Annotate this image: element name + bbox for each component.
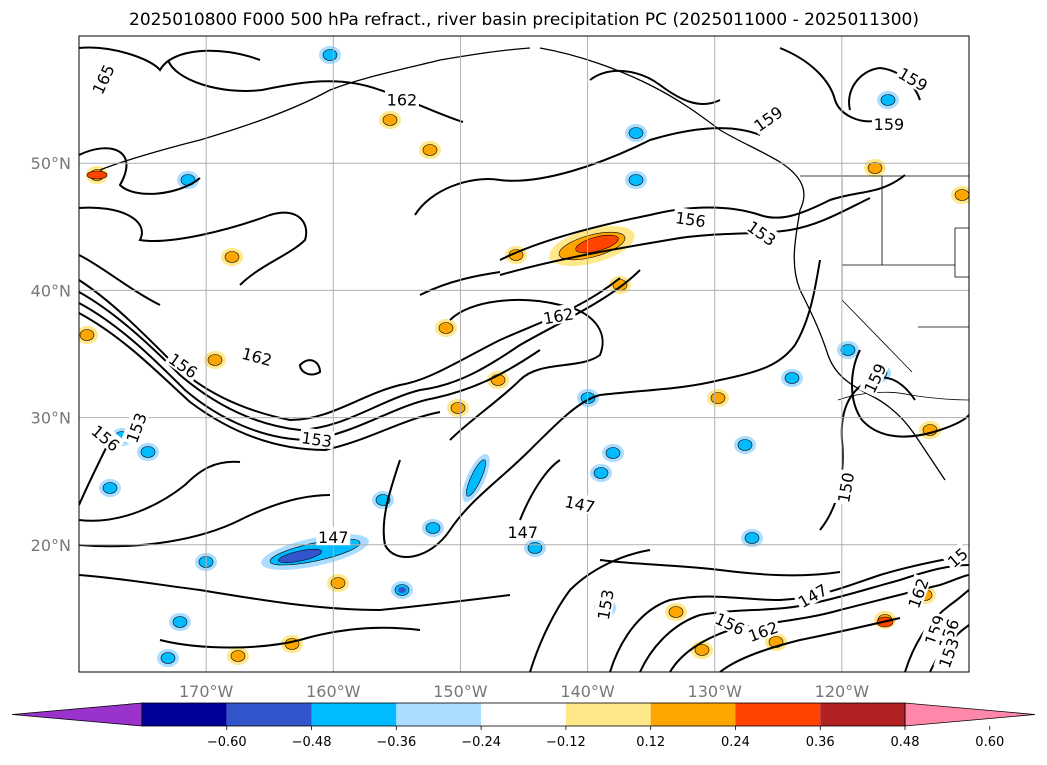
colorbar-tick-label: 0.60 (975, 735, 1004, 750)
contour-label: 156 (672, 206, 709, 231)
lon-tick-label: 120°W (815, 682, 870, 701)
colorbar-tick-label: 0.24 (721, 735, 750, 750)
contour-label: 165 (86, 59, 119, 99)
colorbar-segment (820, 703, 905, 726)
contour-label: 153 (298, 426, 335, 451)
contour-label: 153 (592, 586, 618, 623)
colorbar: −0.60 −0.48 −0.36 −0.24 −0.12 0.12 0.24 0.36 0.4… (11, 702, 1036, 750)
colorbar-tick-label: 0.48 (891, 735, 920, 750)
colorbar-segment (396, 703, 482, 726)
lon-tick-label: 130°W (688, 682, 743, 701)
colorbar-tick-label: 0.12 (636, 735, 665, 750)
lon-tick-label: 160°W (306, 682, 361, 701)
latitude-tick-labels: 20°N 30°N 40°N 50°N (31, 154, 71, 555)
colorbar-extend-low (11, 702, 143, 727)
contour-label: 147 (316, 527, 351, 547)
colorbar-tick-label: −0.36 (376, 735, 416, 750)
lon-tick-label: 140°W (560, 682, 615, 701)
colorbar-outline (141, 702, 906, 727)
colorbar-segment (481, 703, 566, 726)
contour-label-text: 153 (300, 428, 333, 451)
colorbar-tick-label: −0.12 (546, 735, 586, 750)
colorbar-tick-label: −0.48 (292, 735, 332, 750)
colorbar-tick-label: −0.60 (207, 735, 247, 750)
contour-label: 147 (505, 522, 540, 542)
colorbar-segment (142, 703, 227, 726)
chart-title: 2025010800 F000 500 hPa refract., river … (129, 10, 919, 30)
contour-label-text: 147 (318, 528, 349, 547)
contour-label: 162 (384, 89, 419, 110)
colorbar-segment (226, 703, 312, 726)
lon-tick-label: 150°W (433, 682, 488, 701)
longitude-tick-labels: 170°W 160°W 150°W 140°W 130°W 120°W (179, 682, 869, 701)
gridlines (79, 36, 969, 672)
colorbar-tick-label: −0.24 (461, 735, 501, 750)
contour-label: 153 (743, 215, 782, 250)
colorbar-extend-high (904, 702, 1036, 727)
lat-tick-label: 30°N (31, 409, 71, 428)
lat-tick-label: 20°N (31, 536, 71, 555)
colorbar-segment (650, 703, 736, 726)
colorbar-segment (311, 703, 397, 726)
lon-tick-label: 170°W (179, 682, 234, 701)
colorbar-segment (565, 703, 651, 726)
contour-label-text: 159 (874, 115, 905, 134)
colorbar-segment (735, 703, 821, 726)
lat-tick-label: 50°N (31, 154, 71, 173)
contour-label-text: 156 (674, 208, 707, 231)
contour-label-text: 162 (387, 91, 418, 110)
colorbar-tick-label: 0.36 (806, 735, 835, 750)
contour-label-text: 147 (507, 523, 538, 542)
contour-label: 159 (871, 113, 906, 134)
lat-tick-label: 40°N (31, 281, 71, 300)
map-frame (78, 35, 970, 673)
